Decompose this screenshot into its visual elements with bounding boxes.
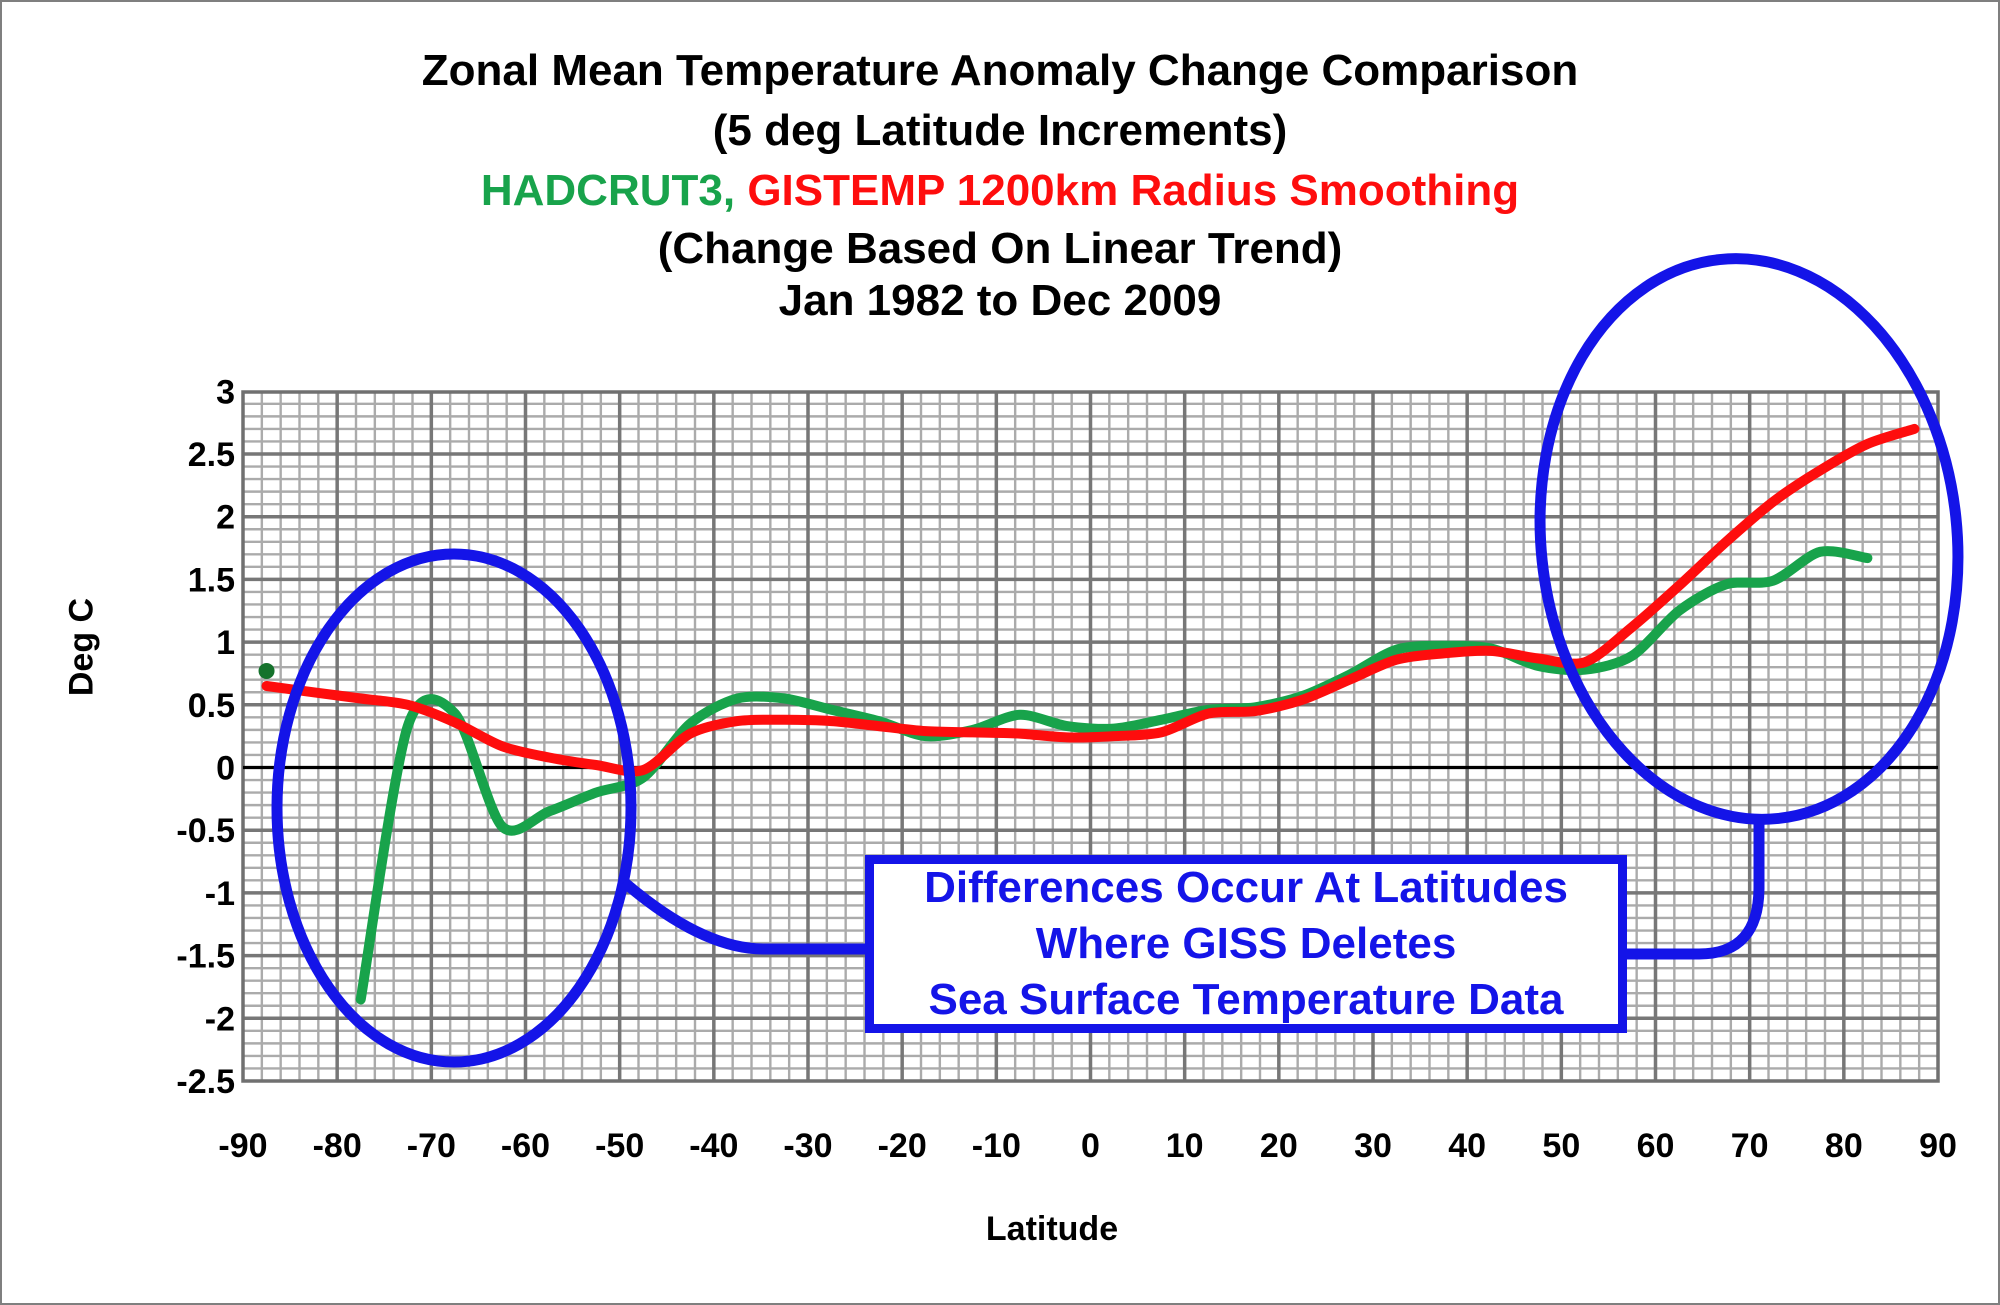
svg-text:-2: -2 — [205, 1000, 235, 1038]
svg-text:1.5: 1.5 — [188, 561, 235, 599]
y-axis-title: Deg C — [62, 597, 101, 697]
svg-text:2.5: 2.5 — [188, 436, 235, 474]
callout-line2: Where GISS Deletes — [1035, 919, 1457, 968]
chart-title-line5: Jan 1982 to Dec 2009 — [778, 276, 1222, 325]
svg-text:20: 20 — [1260, 1127, 1298, 1165]
svg-text:-10: -10 — [972, 1127, 1021, 1165]
svg-text:-1: -1 — [205, 875, 235, 913]
svg-text:10: 10 — [1166, 1127, 1204, 1165]
callout-line1: Differences Occur At Latitudes — [924, 863, 1568, 912]
svg-text:2: 2 — [216, 499, 235, 537]
svg-text:40: 40 — [1448, 1127, 1486, 1165]
svg-text:0: 0 — [216, 750, 235, 788]
svg-text:90: 90 — [1919, 1127, 1957, 1165]
svg-text:-60: -60 — [501, 1127, 550, 1165]
svg-text:-30: -30 — [783, 1127, 832, 1165]
svg-text:-1.5: -1.5 — [176, 938, 235, 976]
chart-title-line4: (Change Based On Linear Trend) — [657, 224, 1343, 273]
svg-text:0: 0 — [1081, 1127, 1100, 1165]
svg-text:0.5: 0.5 — [188, 687, 235, 725]
svg-text:-70: -70 — [407, 1127, 456, 1165]
legend-hadcrut3-label: HADCRUT3, — [480, 166, 736, 215]
svg-text:-40: -40 — [689, 1127, 738, 1165]
svg-text:30: 30 — [1354, 1127, 1392, 1165]
svg-text:3: 3 — [216, 373, 235, 411]
svg-text:-2.5: -2.5 — [176, 1063, 235, 1101]
svg-text:70: 70 — [1731, 1127, 1769, 1165]
svg-text:60: 60 — [1637, 1127, 1675, 1165]
svg-text:1: 1 — [216, 624, 235, 662]
legend-gistemp-label: GISTEMP 1200km Radius Smoothing — [735, 166, 1520, 215]
svg-text:50: 50 — [1542, 1127, 1580, 1165]
svg-text:-20: -20 — [878, 1127, 927, 1165]
chart-title-line1: Zonal Mean Temperature Anomaly Change Co… — [421, 46, 1579, 95]
callout-line3: Sea Surface Temperature Data — [928, 975, 1564, 1024]
svg-text:80: 80 — [1825, 1127, 1863, 1165]
x-axis-title: Latitude — [985, 1210, 1119, 1248]
svg-text:-80: -80 — [313, 1127, 362, 1165]
svg-text:-90: -90 — [218, 1127, 267, 1165]
svg-text:-0.5: -0.5 — [176, 812, 235, 850]
chart-title-legend: HADCRUT3, GISTEMP 1200km Radius Smoothin… — [2, 166, 1998, 216]
chart-title-line2: (5 deg Latitude Increments) — [712, 106, 1288, 155]
callout-box: Differences Occur At Latitudes Where GIS… — [865, 855, 1627, 1033]
svg-text:-50: -50 — [595, 1127, 644, 1165]
